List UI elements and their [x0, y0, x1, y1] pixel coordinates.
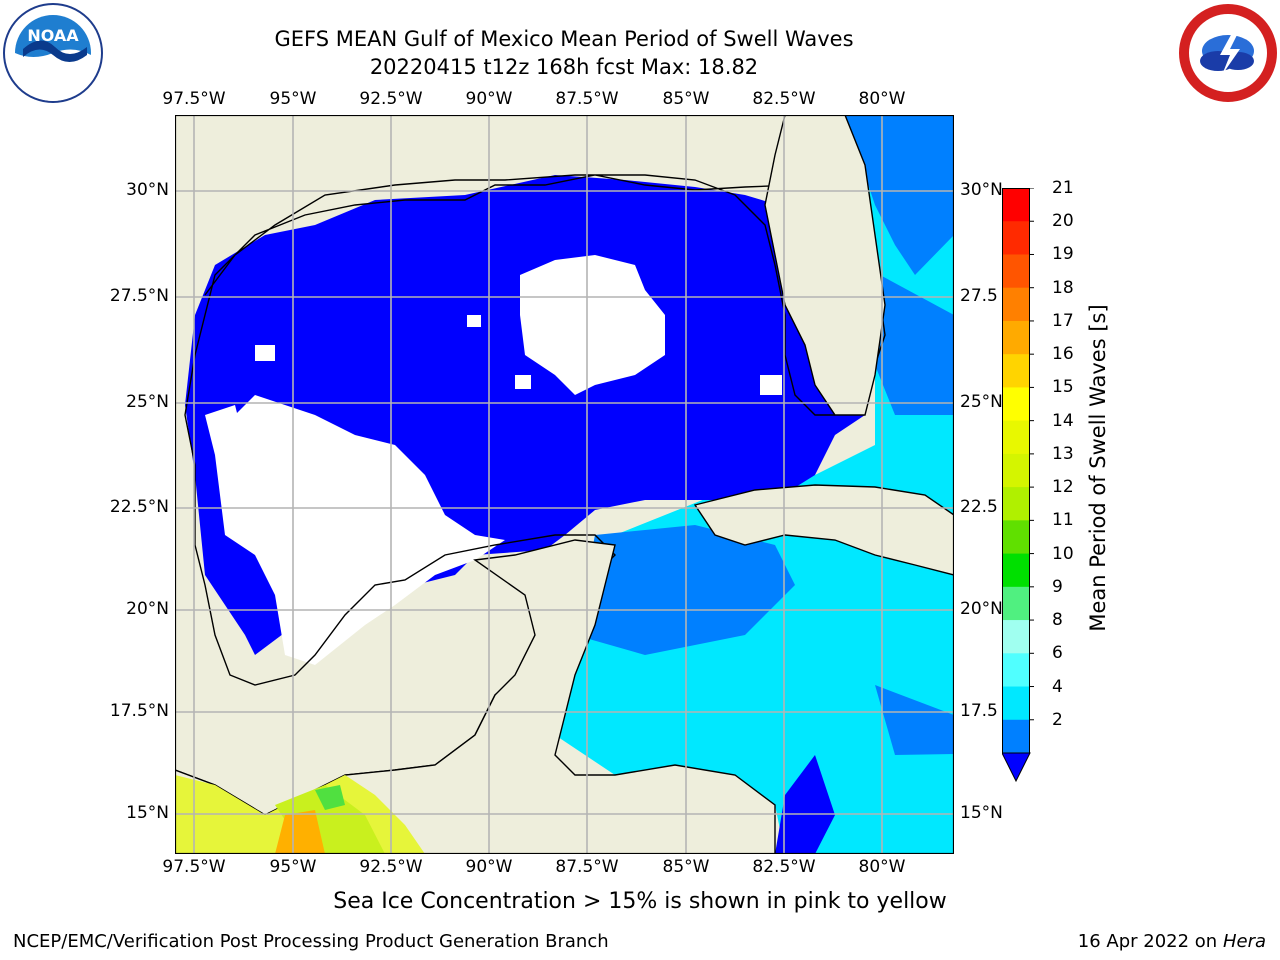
colorbar-tick-label: 2: [1052, 709, 1063, 730]
lon-label-top: 82.5°W: [752, 89, 816, 109]
lat-label-right: 20°N: [960, 599, 1003, 619]
colorbar-tick-label: 8: [1052, 610, 1063, 631]
colorbar-segment: [1002, 354, 1030, 388]
lon-label-top: 90°W: [465, 89, 513, 109]
colorbar-tick-label: 11: [1052, 510, 1074, 531]
footer-date-text: 16 Apr 2022 on: [1077, 931, 1223, 952]
lon-label-bottom: 85°W: [662, 857, 710, 877]
graticule: [175, 115, 954, 854]
colorbar-tick-label: 16: [1052, 344, 1074, 365]
colorbar-border: [1002, 188, 1030, 754]
colorbar-segment: [1002, 586, 1030, 621]
colorbar-label: Mean Period of Swell Waves [s]: [1086, 304, 1110, 632]
colorbar-segment: [1002, 287, 1030, 322]
lat-label-right: 30°N: [960, 180, 1003, 200]
colorbar-segment: [1002, 420, 1030, 455]
colorbar-tick-labels: 21 20 19 18 17 16 15 14 13 12 11 10 9 8 6 4 2: [1052, 178, 1112, 780]
lat-label-left: 15°N: [126, 803, 169, 823]
colorbar-tick-label: 21: [1052, 178, 1074, 198]
footer-credit: NCEP/EMC/Verification Post Processing Pr…: [13, 931, 609, 952]
colorbar-segment: [1002, 653, 1030, 688]
lat-label-right: 27.5: [960, 286, 998, 306]
colorbar-tick-label: 20: [1052, 211, 1074, 232]
lon-label-bottom: 97.5°W: [162, 857, 226, 877]
chart-subtitle: 20220415 t12z 168h fcst Max: 18.82: [369, 55, 759, 79]
colorbar-segment: [1002, 320, 1030, 355]
lon-label-top: 97.5°W: [162, 89, 226, 109]
colorbar: [1001, 187, 1034, 783]
footer-machine: Hera: [1222, 931, 1266, 952]
lat-label-right: 15°N: [960, 803, 1003, 823]
lat-label-right: 17.5: [960, 701, 998, 721]
lat-label-left: 30°N: [126, 180, 169, 200]
noaa-logo: NOAA: [3, 3, 103, 103]
colorbar-segment: [1002, 221, 1030, 255]
lon-label-bottom: 95°W: [269, 857, 317, 877]
lon-label-top: 87.5°W: [555, 89, 619, 109]
lon-label-bottom: 82.5°W: [752, 857, 816, 877]
colorbar-tick-label: 9: [1052, 576, 1063, 597]
colorbar-tick-label: 6: [1052, 643, 1063, 664]
lat-label-left: 17.5°N: [109, 701, 169, 721]
colorbar-tick-label: 19: [1052, 244, 1074, 265]
colorbar-tick-label: 17: [1052, 310, 1074, 331]
colorbar-segment: [1002, 686, 1030, 721]
noaa-logo-text: NOAA: [27, 26, 79, 45]
colorbar-segment: [1002, 188, 1030, 222]
colorbar-tick-label: 10: [1052, 543, 1074, 564]
lon-label-top: 80°W: [858, 89, 906, 109]
lat-label-right: 25°N: [960, 392, 1003, 412]
sea-ice-note: Sea Ice Concentration > 15% is shown in …: [333, 889, 947, 914]
colorbar-tick-label: 18: [1052, 277, 1074, 298]
colorbar-segment: [1002, 553, 1030, 588]
lon-label-top: 85°W: [662, 89, 710, 109]
lat-label-left: 22.5°N: [109, 497, 169, 517]
lon-label-bottom: 92.5°W: [359, 857, 423, 877]
gulf-map: [175, 115, 954, 854]
colorbar-tick-label: 12: [1052, 477, 1074, 498]
colorbar-segment: [1002, 487, 1030, 521]
lat-label-left: 25°N: [126, 392, 169, 412]
nws-logo: [1178, 3, 1278, 103]
colorbar-segment: [1002, 719, 1030, 754]
colorbar-segment: [1002, 520, 1030, 555]
colorbar-tick-label: 13: [1052, 443, 1074, 464]
lon-label-top: 92.5°W: [359, 89, 423, 109]
lon-label-top: 95°W: [269, 89, 317, 109]
lon-label-bottom: 87.5°W: [555, 857, 619, 877]
colorbar-tick-label: 4: [1052, 676, 1063, 697]
lon-label-bottom: 80°W: [858, 857, 906, 877]
footer-date: 16 Apr 2022 on Hera: [1078, 931, 1266, 952]
lat-label-left: 20°N: [126, 599, 169, 619]
colorbar-tick-label: 15: [1052, 377, 1074, 398]
lat-label-left: 27.5°N: [109, 286, 169, 306]
chart-title: GEFS MEAN Gulf of Mexico Mean Period of …: [274, 27, 854, 51]
colorbar-under-triangle: [1001, 752, 1031, 783]
lon-label-bottom: 90°W: [465, 857, 513, 877]
colorbar-segment: [1002, 620, 1030, 654]
colorbar-segment: [1002, 387, 1030, 422]
colorbar-tick-label: 14: [1052, 410, 1074, 431]
lat-label-right: 22.5: [960, 497, 998, 517]
colorbar-segment: [1002, 254, 1030, 289]
colorbar-segment: [1002, 453, 1030, 488]
